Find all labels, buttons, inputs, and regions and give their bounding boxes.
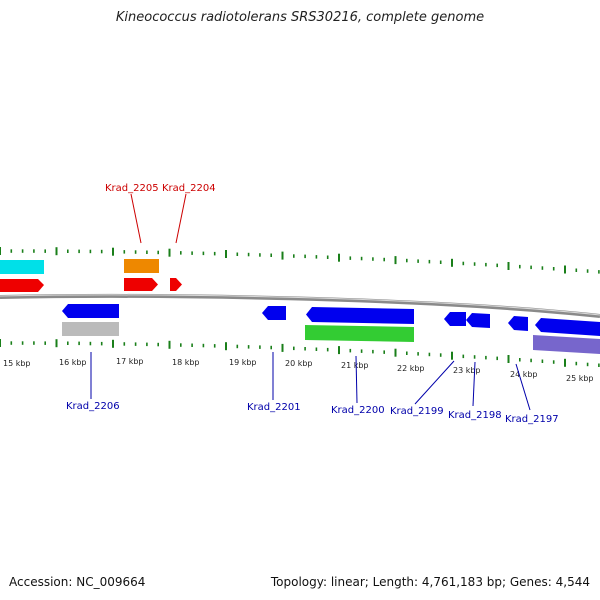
locus-label-krad-2205[interactable]: Krad_2205 <box>105 183 159 194</box>
leader-krad-2205 <box>130 193 142 244</box>
scale-label-16kbp: 16 kbp <box>59 358 87 367</box>
top-locus-labels: Krad_2205 Krad_2204 <box>105 183 216 194</box>
scale-label-23kbp: 23 kbp <box>453 366 481 375</box>
top-leader-lines <box>130 193 187 244</box>
gene-blue-arrow-krad-2198[interactable] <box>466 313 490 328</box>
locus-label-krad-2199[interactable]: Krad_2199 <box>390 406 444 417</box>
genome-backbone <box>0 294 600 318</box>
gene-blue-arrow-5[interactable] <box>535 318 600 336</box>
scale-label-group: 15 kbp 16 kbp 17 kbp 18 kbp 19 kbp 20 kb… <box>3 357 594 383</box>
scale-label-24kbp: 24 kbp <box>510 370 538 379</box>
locus-label-krad-2198[interactable]: Krad_2198 <box>448 410 502 421</box>
leader-krad-2197 <box>515 363 531 411</box>
gene-blue-arrow-krad-2199[interactable] <box>444 312 466 326</box>
leader-krad-2200 <box>355 355 358 404</box>
upper-feature-track <box>0 259 182 292</box>
locus-label-krad-2204[interactable]: Krad_2204 <box>162 183 216 194</box>
scale-label-20kbp: 20 kbp <box>285 359 313 368</box>
scale-label-18kbp: 18 kbp <box>172 358 200 367</box>
accession-text: Accession: NC_009664 <box>9 575 146 589</box>
lower-tick-track <box>0 339 600 367</box>
gene-blue-arrow-krad-2200[interactable] <box>306 307 414 324</box>
bottom-leader-lines <box>90 352 531 411</box>
gene-cyan-feature[interactable] <box>0 260 44 274</box>
gene-blue-arrow-krad-2197[interactable] <box>508 316 528 331</box>
locus-label-krad-2197[interactable]: Krad_2197 <box>505 414 559 425</box>
gene-red-arrow-krad-2204[interactable] <box>170 278 182 291</box>
gene-purple-feature[interactable] <box>533 335 600 354</box>
gene-green-feature[interactable] <box>305 325 414 342</box>
scale-label-19kbp: 19 kbp <box>229 358 257 367</box>
scale-label-25kbp: 25 kbp <box>566 374 594 383</box>
leader-krad-2204 <box>175 193 187 244</box>
gene-red-arrow-krad-2205[interactable] <box>124 278 158 291</box>
gene-red-arrow-1[interactable] <box>0 279 44 292</box>
scale-label-22kbp: 22 kbp <box>397 364 425 373</box>
locus-label-krad-2200[interactable]: Krad_2200 <box>331 405 385 416</box>
genome-backbone-highlight <box>0 294 600 316</box>
scale-label-21kbp: 21 kbp <box>341 361 369 370</box>
gene-orange-feature[interactable] <box>124 259 159 273</box>
scale-label-17kbp: 17 kbp <box>116 357 144 366</box>
leader-krad-2198 <box>472 361 476 407</box>
leader-krad-2199 <box>414 360 455 405</box>
map-title: Kineococcus radiotolerans SRS30216, comp… <box>115 10 485 25</box>
scale-label-15kbp: 15 kbp <box>3 359 31 368</box>
gene-gray-feature[interactable] <box>62 322 119 336</box>
bottom-locus-labels: Krad_2206 Krad_2201 Krad_2200 Krad_2199 … <box>66 401 559 425</box>
gene-blue-arrow-krad-2201[interactable] <box>262 306 286 320</box>
lower-feature-track <box>62 304 600 354</box>
locus-label-krad-2201[interactable]: Krad_2201 <box>247 402 301 413</box>
gene-blue-arrow-krad-2206[interactable] <box>62 304 119 318</box>
topology-text: Topology: linear; Length: 4,761,183 bp; … <box>270 575 590 589</box>
upper-tick-track <box>0 247 600 274</box>
locus-label-krad-2206[interactable]: Krad_2206 <box>66 401 120 412</box>
